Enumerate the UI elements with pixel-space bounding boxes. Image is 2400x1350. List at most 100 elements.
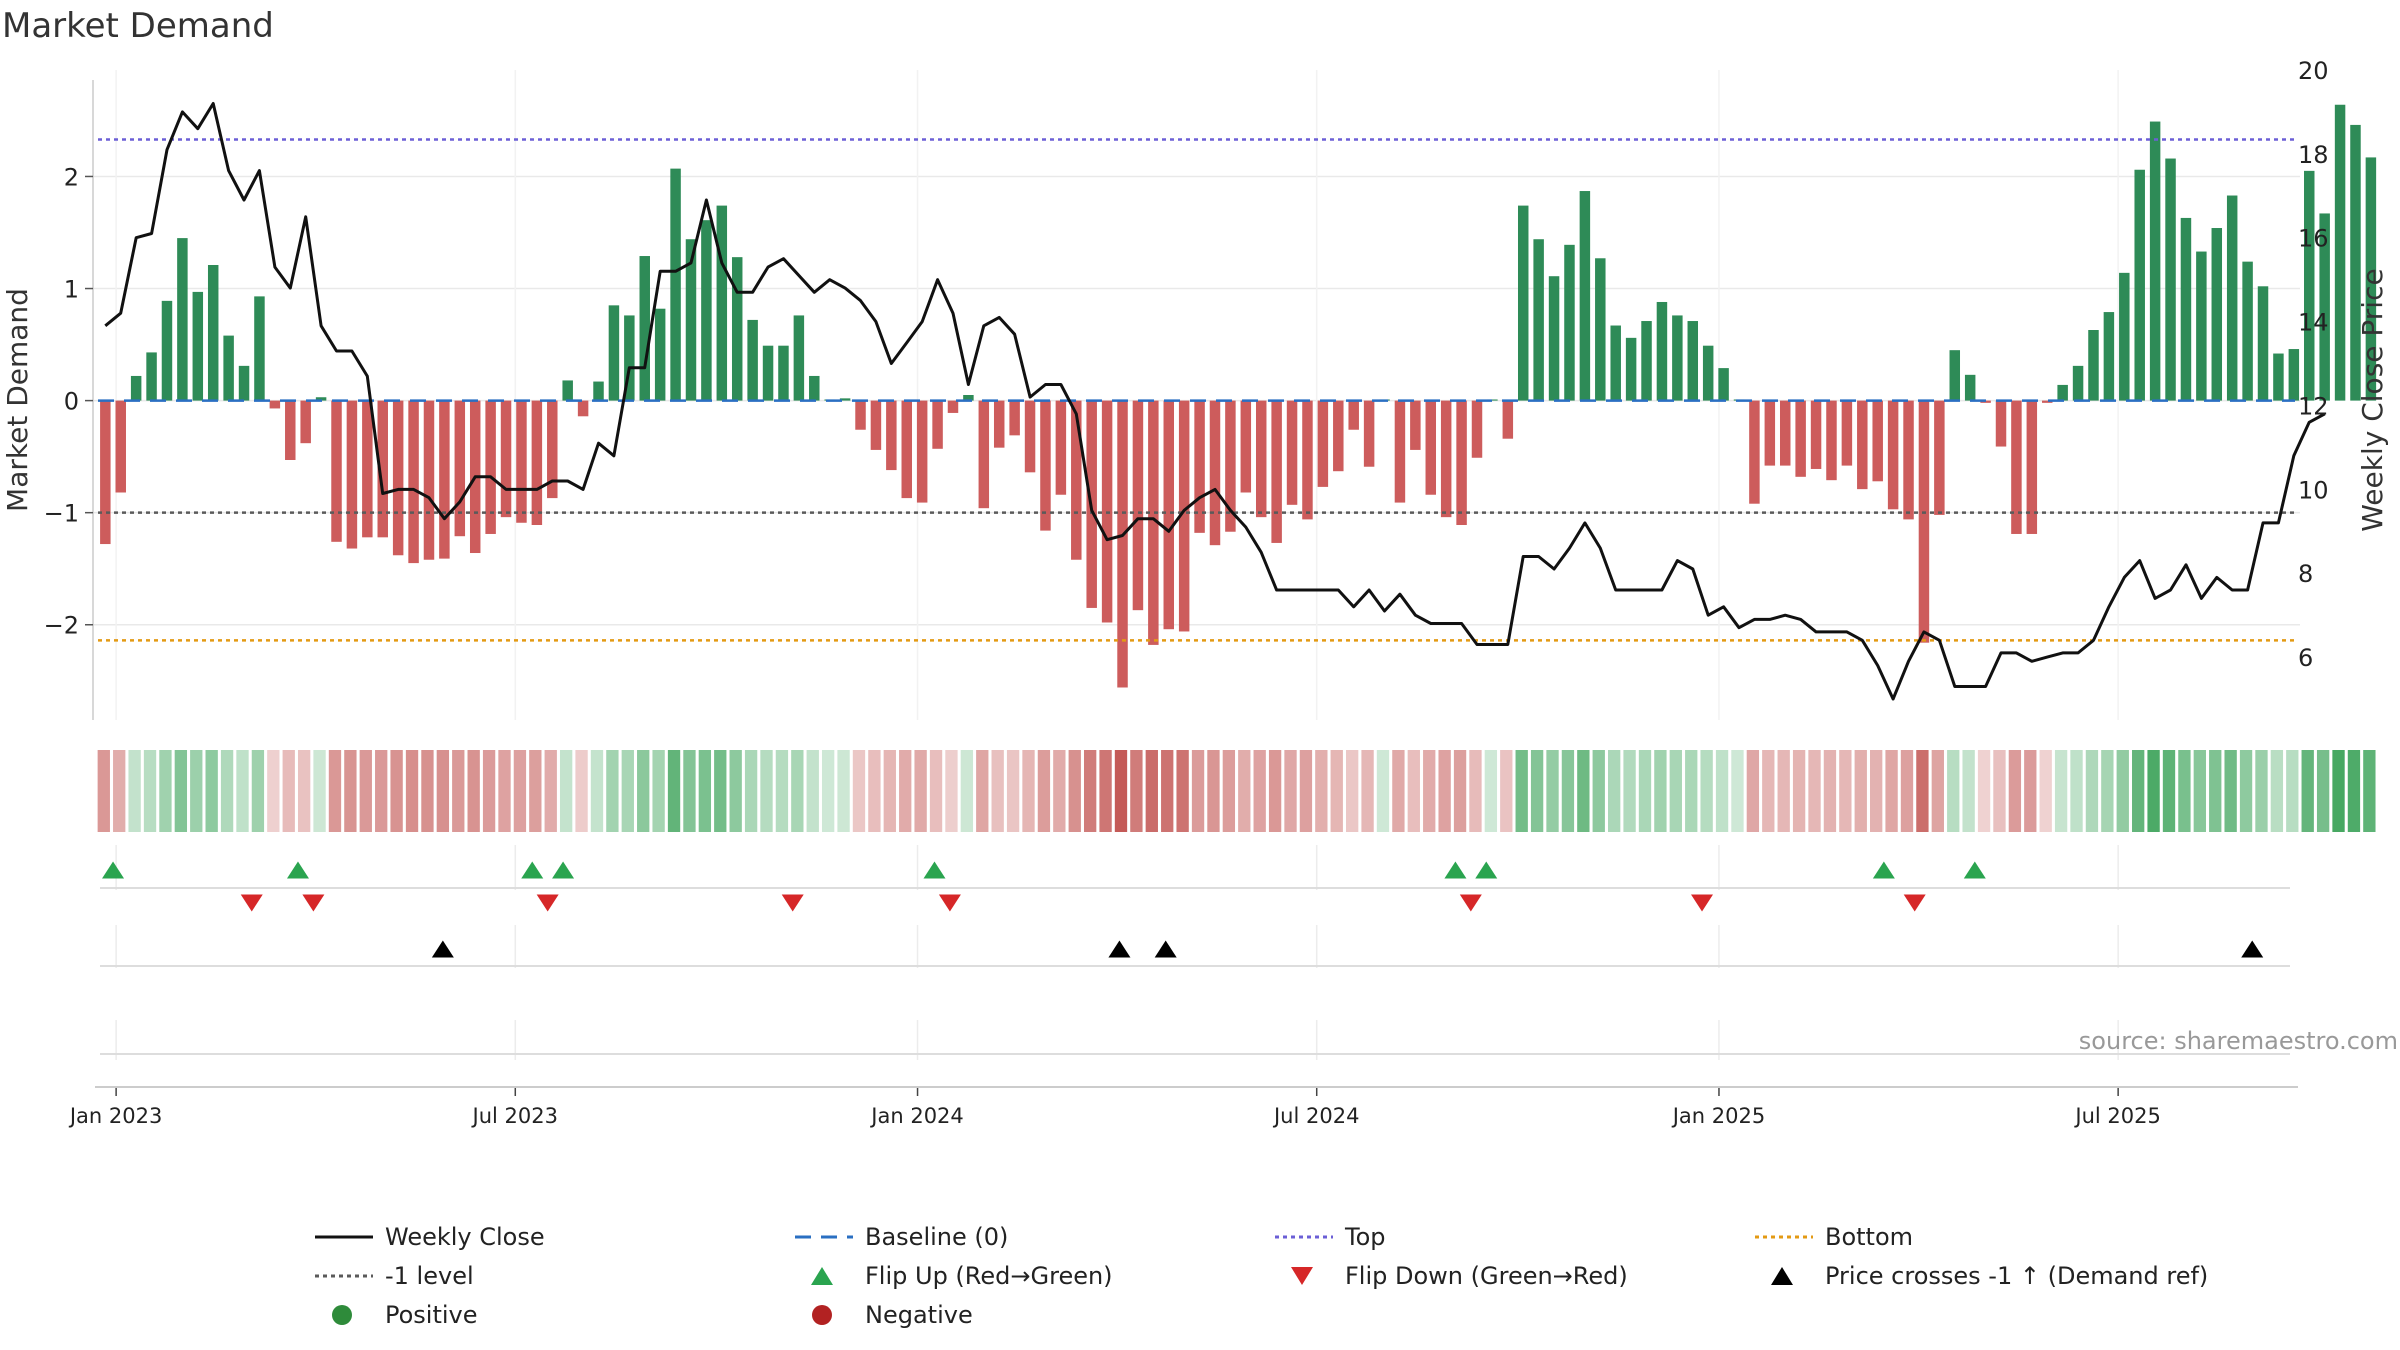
flip-down-marker	[240, 894, 263, 912]
heat-cell	[2116, 750, 2129, 832]
heat-cell	[1006, 750, 1020, 832]
legend-label: Top	[1344, 1223, 1386, 1251]
right-axis-title: Weekly Close Price	[2356, 268, 2389, 531]
source-note: source: sharemaestro.com	[2079, 1027, 2398, 1055]
demand-bar	[1302, 400, 1313, 520]
event-markers-layer: source: sharemaestro.com	[95, 861, 2398, 1088]
demand-bar	[269, 400, 281, 409]
heat-cell	[1762, 750, 1775, 832]
demand-bar	[1718, 368, 1729, 401]
heat-cell	[2039, 750, 2052, 832]
heat-cell	[2024, 750, 2037, 832]
heat-cell	[1916, 750, 1929, 832]
heat-cell	[1114, 750, 1128, 832]
x-axis-layer: Jan 2023 Jul 2023 Jan 2024 Jul 2024 Jan 2025…	[68, 1088, 2161, 1128]
heat-cell	[1731, 750, 1744, 832]
demand-bar	[1641, 321, 1652, 401]
heat-cell	[899, 750, 912, 832]
legend-swatch	[812, 1305, 832, 1325]
heat-cell	[1792, 750, 1806, 832]
legend-label: Negative	[865, 1301, 973, 1329]
demand-bar	[1132, 400, 1144, 611]
demand-bar	[1779, 400, 1791, 466]
demand-bar	[2226, 195, 2238, 401]
legend-label: Positive	[385, 1301, 478, 1329]
demand-bar	[855, 400, 866, 430]
demand-bar	[978, 400, 990, 509]
right-tick-label: 10	[2298, 476, 2329, 504]
demand-bar	[1009, 400, 1020, 436]
heat-cell	[1638, 750, 1652, 832]
heat-cell	[683, 750, 696, 832]
heat-cell	[698, 750, 712, 832]
heat-cell	[2132, 750, 2145, 832]
heat-cell	[1746, 750, 1760, 832]
demand-bar	[192, 291, 204, 401]
demand-bar	[1117, 400, 1128, 688]
legend-item: Flip Up (Red→Green)	[811, 1262, 1113, 1290]
heat-cell	[1823, 750, 1837, 832]
legend-item: Negative	[812, 1301, 973, 1329]
heat-cell	[2224, 750, 2237, 832]
heat-cell	[837, 750, 850, 832]
demand-bar	[1333, 400, 1344, 472]
demand-bar	[593, 381, 604, 401]
demand-bar	[1425, 400, 1437, 495]
heat-cell	[2178, 750, 2191, 832]
x-tick-label: Jul 2023	[471, 1104, 558, 1128]
demand-bar	[778, 345, 789, 401]
legend-label: Flip Down (Green→Red)	[1345, 1262, 1628, 1290]
demand-bar	[2242, 261, 2253, 401]
legend-item: Price crosses -1 ↑ (Demand ref)	[1771, 1262, 2208, 1290]
legend-swatch	[1771, 1267, 1793, 1285]
flip-up-marker	[1475, 861, 1498, 879]
heat-cell	[128, 750, 141, 832]
demand-bar	[2180, 217, 2192, 401]
demand-bar	[639, 256, 650, 401]
demand-bar	[1595, 258, 1606, 401]
price-cross-marker	[431, 940, 454, 958]
heat-cell	[1176, 750, 1189, 832]
heat-cell	[559, 750, 573, 832]
right-tick-label: 6	[2298, 644, 2313, 672]
demand-bar	[1348, 400, 1359, 430]
heat-cell	[1500, 750, 1513, 832]
heat-cell	[113, 750, 126, 832]
heat-cell	[467, 750, 480, 832]
heat-cell	[637, 750, 650, 832]
heat-cell	[1977, 750, 1991, 832]
weekly-close-layer	[104, 102, 2326, 701]
demand-bar	[670, 168, 681, 401]
heat-cell	[190, 750, 203, 832]
heat-cell	[667, 750, 681, 832]
flip-down-marker	[938, 894, 961, 912]
demand-bar	[2288, 349, 2300, 401]
heat-cell	[821, 750, 835, 832]
demand-bar	[762, 345, 774, 401]
flip-up-marker	[1872, 861, 1895, 879]
legend-label: Bottom	[1825, 1223, 1913, 1251]
heat-cell	[1947, 750, 1960, 832]
heat-cell	[1515, 750, 1528, 832]
heat-cell	[1608, 750, 1621, 832]
grid-layer	[93, 70, 2300, 1060]
heat-cell	[1700, 750, 1713, 832]
heat-cell	[267, 750, 280, 832]
heat-cell	[1253, 750, 1266, 832]
heat-cell	[714, 750, 727, 832]
demand-bar	[1702, 345, 1714, 401]
heat-cell	[297, 750, 311, 832]
demand-bar	[654, 308, 666, 401]
x-tick-label: Jul 2024	[1272, 1104, 1359, 1128]
demand-bar	[1271, 400, 1282, 543]
heat-cell	[976, 750, 989, 832]
demand-bar	[1610, 325, 1621, 401]
flip-up-marker	[102, 861, 125, 879]
heat-cell	[1592, 750, 1605, 832]
heat-cell	[1361, 750, 1374, 832]
demand-bar	[238, 365, 250, 401]
demand-bar	[1826, 400, 1837, 481]
demand-bar	[562, 380, 573, 401]
heat-cell	[2363, 750, 2376, 832]
demand-bar	[2365, 157, 2377, 401]
